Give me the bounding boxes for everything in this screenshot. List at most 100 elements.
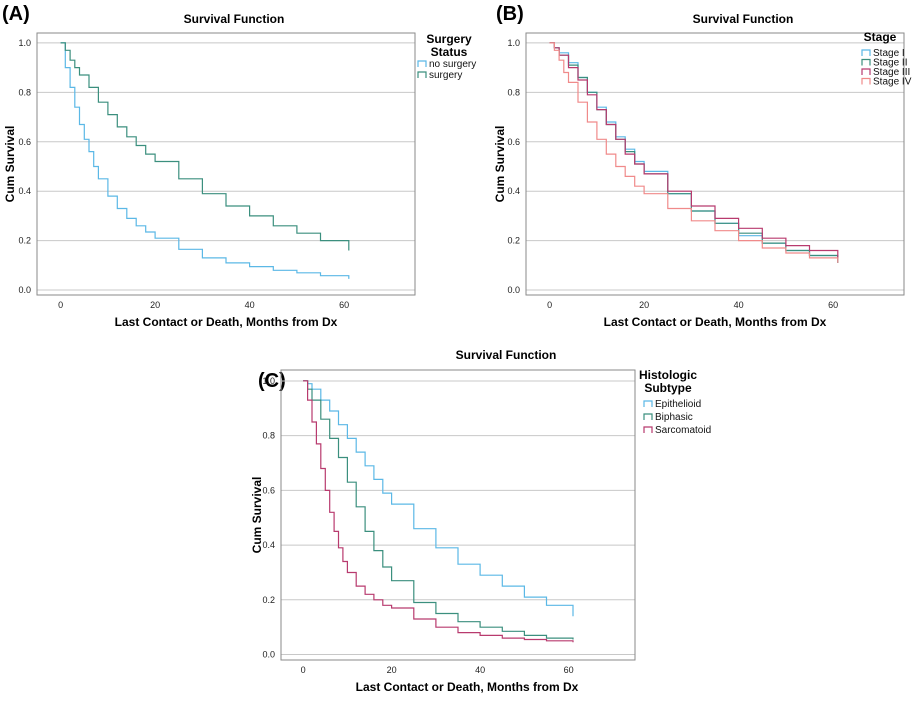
panel-b-legend-title: Stage (864, 30, 897, 44)
panel-b-y-tick-label: 0.0 (507, 285, 520, 295)
panel-b-label: (B) (496, 3, 524, 25)
panel-a-x-axis-label: Last Contact or Death, Months from Dx (115, 315, 338, 329)
panel-c-x-axis-label: Last Contact or Death, Months from Dx (356, 680, 579, 694)
panel-b-x-tick-label: 60 (828, 300, 838, 310)
panel-c-y-tick-label: 0.2 (262, 595, 275, 605)
panel-b-x-ticks: 0 20 40 60 (547, 300, 838, 310)
panel-b-x-tick-label: 20 (639, 300, 649, 310)
panel-c-legend-items: Epithelioid Biphasic Sarcomatoid (643, 399, 711, 436)
panel-a-x-ticks: 0 20 40 60 (58, 300, 349, 310)
panel-a-legend-label: no surgery (429, 59, 476, 70)
panel-a-curves (60, 42, 350, 279)
panel-c-y-tick-label: 1.0 (262, 376, 275, 386)
panel-b-y-axis-label: Cum Survival (493, 126, 507, 203)
panel-c-title: Survival Function (456, 348, 557, 362)
panel-a-title: Survival Function (184, 12, 285, 26)
panel-a-y-ticks: 0.0 0.2 0.4 0.6 0.8 1.0 (18, 38, 31, 295)
panel-b-y-tick-label: 0.4 (507, 186, 520, 196)
panel-a-y-tick-label: 0.6 (18, 137, 31, 147)
panel-c-plot-frame (280, 369, 636, 661)
panel-a-legend-item-surgery: surgery (417, 70, 462, 81)
panel-c-x-tick-label: 0 (301, 665, 306, 675)
panel-b-legend-swatch (861, 77, 871, 85)
panel-c-legend: Histologic Subtype Epithelioid Biphasic Sa… (639, 368, 711, 436)
panel-b-series-stage-iv (549, 42, 839, 263)
panel-b-legend-item-stage-iii: Stage III (861, 67, 910, 78)
panel-a-legend-title-line-1: Surgery (426, 32, 472, 46)
panel-c-label: (C) (258, 370, 286, 392)
panel-b-y-ticks: 0.0 0.2 0.4 0.6 0.8 1.0 (507, 38, 520, 295)
panel-c-y-tick-label: 0.8 (262, 431, 275, 441)
panel-a-y-tick-label: 0.0 (18, 285, 31, 295)
panel-b-legend-item-stage-ii: Stage II (861, 58, 907, 69)
panel-b-legend-swatch (861, 58, 871, 66)
panel-a-legend-label: surgery (429, 70, 462, 81)
panel-b-legend-item-stage-iv: Stage IV (861, 77, 912, 88)
panel-a-x-tick-label: 20 (150, 300, 160, 310)
panel-c-curves (303, 380, 574, 643)
panel-c-x-tick-label: 20 (387, 665, 397, 675)
panel-a-series-no-surgery (60, 42, 350, 279)
panel-c-series-biphasic (303, 380, 574, 640)
panel-c-y-ticks: 0.0 0.2 0.4 0.6 0.8 1.0 (262, 376, 275, 660)
panel-c-legend-label: Epithelioid (655, 399, 701, 410)
panel-a-x-tick-label: 40 (245, 300, 255, 310)
panel-c-y-tick-label: 0.6 (262, 485, 275, 495)
panel-a-y-tick-label: 0.2 (18, 236, 31, 246)
panel-c-legend-item-sarcomatoid: Sarcomatoid (643, 425, 711, 436)
panel-c-plot: 0.0 0.2 0.4 0.6 0.8 1.0 0 20 40 60 (262, 369, 636, 675)
panel-b-legend-label: Stage II (873, 58, 907, 69)
panel-c-y-axis-label: Cum Survival (250, 477, 264, 554)
panel-b-grid (526, 42, 904, 291)
panel-b-legend-swatch (861, 68, 871, 75)
panel-b-series-stage-i (549, 42, 839, 263)
panel-c-y-tick-label: 0.4 (262, 540, 275, 550)
panel-b-legend-item-stage-i: Stage I (861, 48, 905, 59)
panel-c-legend-label: Biphasic (655, 412, 693, 423)
panel-a-y-tick-label: 0.4 (18, 186, 31, 196)
panel-b-y-tick-label: 0.8 (507, 87, 520, 97)
panel-b-series-stage-iii (549, 42, 839, 258)
panel-a-x-tick-label: 60 (339, 300, 349, 310)
panel-b-plot-frame (525, 32, 905, 296)
panel-b-plot: 0.0 0.2 0.4 0.6 0.8 1.0 0 20 40 60 (507, 32, 905, 310)
panel-c-legend-swatch (643, 413, 653, 420)
panel-b-legend-label: Stage IV (873, 77, 912, 88)
panel-c-x-ticks: 0 20 40 60 (301, 665, 574, 675)
panel-b-title: Survival Function (693, 12, 794, 26)
panel-b-legend-label: Stage I (873, 48, 905, 59)
panel-a-plot-frame (36, 32, 416, 296)
panel-c-legend-label: Sarcomatoid (655, 425, 711, 436)
panel-b-series-stage-ii (549, 42, 839, 263)
panel-c: (C) Survival Function 0.0 0.2 0.4 0.6 0.8 1.0… (250, 348, 711, 694)
panel-a-x-tick-label: 0 (58, 300, 63, 310)
panel-c-legend-item-biphasic: Biphasic (643, 412, 693, 423)
panel-c-x-tick-label: 60 (564, 665, 574, 675)
panel-b-x-axis-label: Last Contact or Death, Months from Dx (604, 315, 827, 329)
panel-b-y-tick-label: 0.6 (507, 137, 520, 147)
panel-a-legend-item-no-surgery: no surgery (417, 59, 476, 70)
panel-c-grid (281, 380, 635, 656)
panel-b-legend-label: Stage III (873, 67, 910, 78)
panel-c-series-sarcomatoid (303, 380, 574, 643)
panel-a: (A) Survival Function 0.0 0.2 0.4 0.6 0.8 1.0… (2, 3, 476, 329)
panel-c-legend-swatch (643, 426, 653, 433)
panel-b-curves (549, 42, 839, 263)
panel-b-y-tick-label: 0.2 (507, 236, 520, 246)
panel-a-legend-title-line-2: Status (431, 45, 468, 59)
panel-b-x-tick-label: 0 (547, 300, 552, 310)
panel-c-y-tick-label: 0.0 (262, 650, 275, 660)
panel-a-label: (A) (2, 3, 30, 25)
panel-a-plot: 0.0 0.2 0.4 0.6 0.8 1.0 0 20 40 60 (18, 32, 416, 310)
panel-a-legend-swatch (417, 71, 427, 78)
panel-c-legend-item-epithelioid: Epithelioid (643, 399, 701, 410)
panel-a-y-axis-label: Cum Survival (3, 126, 17, 203)
panel-b-x-tick-label: 40 (734, 300, 744, 310)
panel-a-series-surgery (60, 42, 350, 251)
panel-b-y-tick-label: 1.0 (507, 38, 520, 48)
